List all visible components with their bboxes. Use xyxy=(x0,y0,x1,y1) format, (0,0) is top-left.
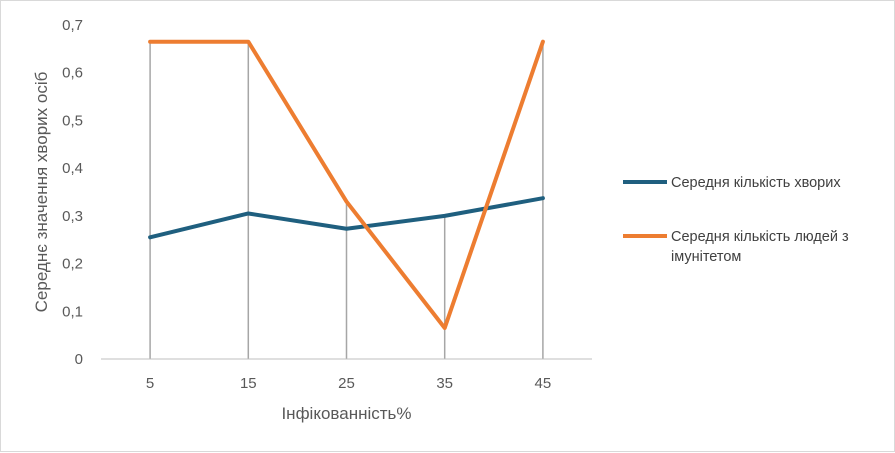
x-tick-label: 35 xyxy=(436,375,453,392)
legend-label-immune: Середня кількість людей з імунітетом xyxy=(671,229,849,265)
legend-item-immune: Середня кількість людей з імунітетом xyxy=(623,227,889,267)
legend-swatch-sick xyxy=(623,180,667,184)
series-lines xyxy=(148,39,545,330)
x-tick-label: 15 xyxy=(240,375,257,392)
y-tick-label: 0,6 xyxy=(62,65,83,82)
x-tick-label: 5 xyxy=(146,375,154,392)
legend-swatch-immune xyxy=(623,234,667,238)
y-tick-labels: 0 0,1 0,2 0,3 0,4 0,5 0,6 0,7 xyxy=(62,17,83,368)
x-axis-title: Інфікованність% xyxy=(281,404,411,423)
series-line-0 xyxy=(148,196,545,240)
x-tick-labels: 5 15 25 35 45 xyxy=(146,375,551,392)
y-tick-label: 0,4 xyxy=(62,160,83,177)
series-line-1 xyxy=(148,39,545,330)
legend: Середня кількість хворих Середня кількіс… xyxy=(623,173,889,301)
y-tick-label: 0,5 xyxy=(62,112,83,129)
y-tick-label: 0 xyxy=(75,351,83,368)
y-tick-label: 0,3 xyxy=(62,208,83,225)
x-tick-label: 25 xyxy=(338,375,355,392)
legend-item-sick: Середня кількість хворих xyxy=(623,173,889,193)
y-tick-label: 0,7 xyxy=(62,17,83,34)
y-tick-label: 0,2 xyxy=(62,256,83,273)
legend-label-sick: Середня кількість хворих xyxy=(671,175,841,191)
y-tick-label: 0,1 xyxy=(62,303,83,320)
y-axis-title: Середнє значення хворих осіб xyxy=(32,71,51,312)
x-tick-label: 45 xyxy=(535,375,552,392)
